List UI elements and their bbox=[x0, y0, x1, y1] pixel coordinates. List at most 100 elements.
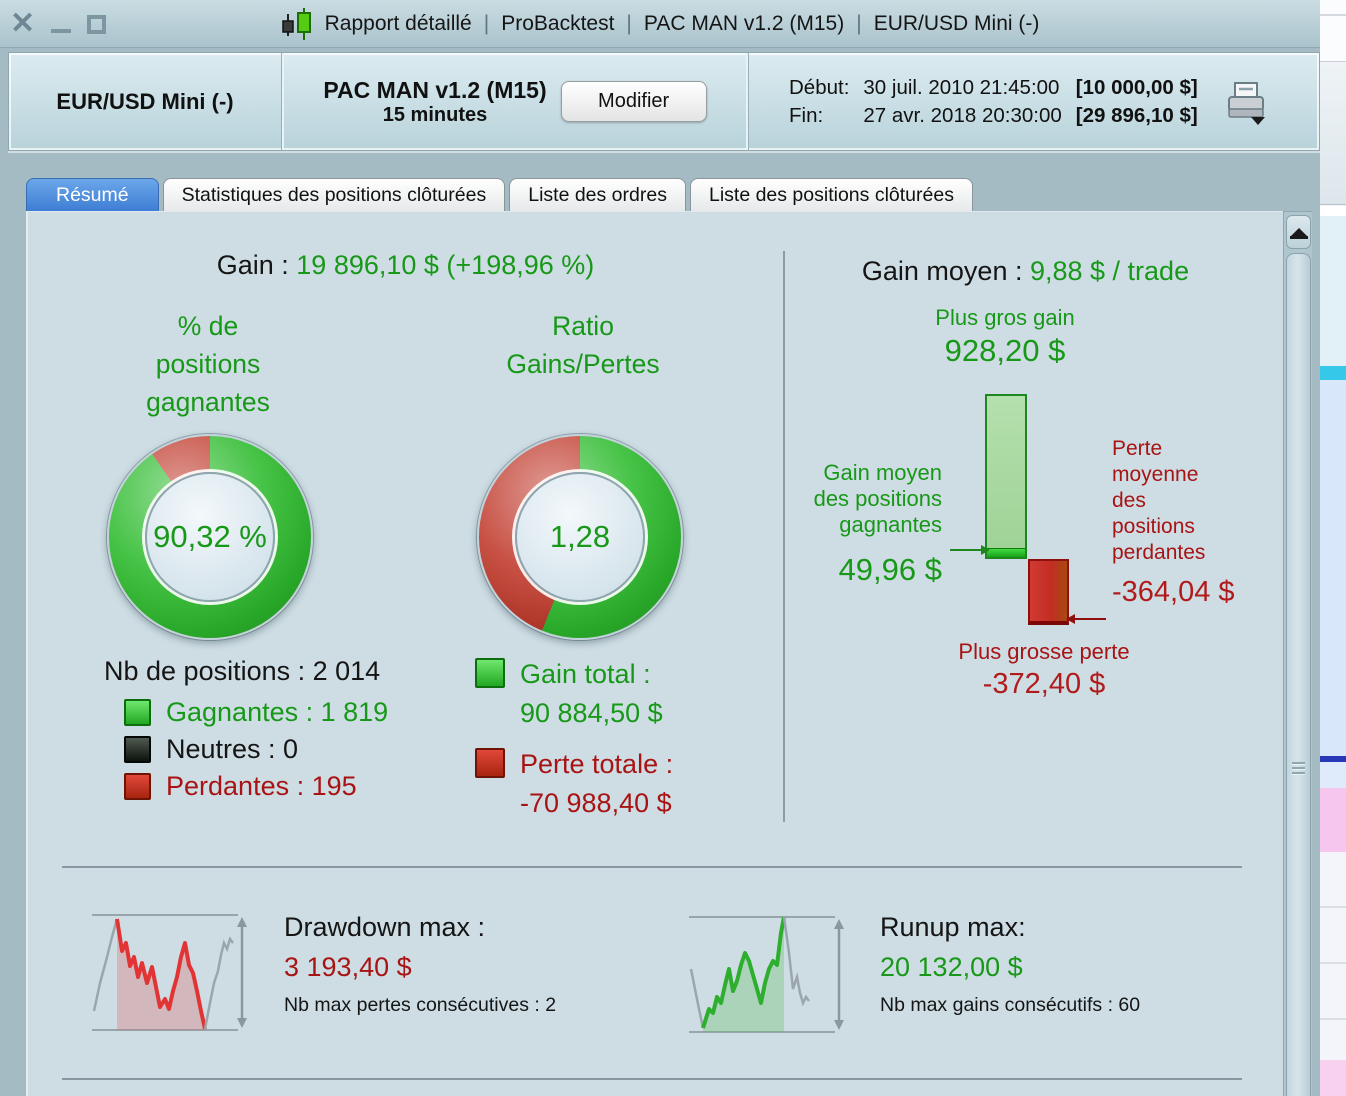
background-window-titlebar bbox=[1320, 0, 1346, 62]
horizontal-divider bbox=[62, 1078, 1242, 1080]
strategy-name: PAC MAN v1.2 (M15) 15 minutes bbox=[323, 77, 546, 127]
largest-gain-label: Plus gros gain bbox=[935, 305, 1075, 330]
scroll-up-button[interactable] bbox=[1286, 215, 1311, 249]
background-window-chart-area bbox=[1320, 380, 1346, 756]
background-window-pink-block bbox=[1320, 788, 1346, 852]
end-datetime: 27 avr. 2018 20:30:00 bbox=[863, 103, 1062, 127]
maximize-icon[interactable] bbox=[87, 14, 107, 34]
print-dropdown-icon[interactable] bbox=[1251, 117, 1265, 125]
instrument-name: EUR/USD Mini (-) bbox=[56, 88, 234, 114]
green-swatch-icon bbox=[124, 699, 151, 726]
legend-row-perdantes: Perdantes : 195 bbox=[124, 768, 388, 805]
gain-total-value: 90 884,50 $ bbox=[520, 698, 663, 728]
red-swatch-icon bbox=[124, 773, 151, 800]
winpct-title-line: % de bbox=[177, 311, 239, 341]
drawdown-consecutive-losses: Nb max pertes consécutives : 2 bbox=[284, 994, 557, 1016]
avg-loss-line: Perte bbox=[1112, 437, 1163, 460]
background-window-blue-line bbox=[1320, 756, 1346, 762]
ratio-title-line: Ratio bbox=[552, 311, 614, 341]
gain-loss-ratio-title: Ratio Gains/Pertes bbox=[443, 307, 723, 383]
runup-block: Runup max: 20 132,00 $ Nb max gains cons… bbox=[880, 912, 1140, 1017]
avg-gain-label: Gain moyen : bbox=[861, 256, 1030, 286]
gain-total: Gain total : 90 884,50 $ bbox=[520, 655, 663, 733]
ratio-value: 1,28 bbox=[549, 519, 611, 554]
scrollbar-thumb[interactable] bbox=[1286, 253, 1311, 1096]
legend-label: Neutres : 0 bbox=[166, 734, 299, 764]
gain-label: Gain : bbox=[216, 250, 297, 280]
neutral-swatch-icon bbox=[124, 736, 151, 763]
modify-button[interactable]: Modifier bbox=[560, 81, 707, 122]
title-separator: | bbox=[856, 11, 862, 35]
vertical-scrollbar[interactable] bbox=[1283, 211, 1312, 1096]
average-losing-loss-label: Perte moyenne des positions perdantes bbox=[1112, 436, 1272, 566]
background-window-line bbox=[1320, 14, 1346, 16]
average-gain-band bbox=[987, 548, 1025, 557]
drawdown-block: Drawdown max : 3 193,40 $ Nb max pertes … bbox=[284, 912, 556, 1017]
donut-center: 1,28 bbox=[515, 472, 645, 602]
perte-totale-swatch-icon bbox=[475, 748, 505, 778]
report-tabs: Résumé Statistiques des positions clôtur… bbox=[26, 178, 973, 212]
background-window-pink-bottom bbox=[1320, 1060, 1346, 1096]
end-label: Fin: bbox=[789, 103, 824, 127]
runup-consecutive-gains: Nb max gains consécutifs : 60 bbox=[880, 994, 1141, 1016]
average-gain-title: Gain moyen : 9,88 $ / trade bbox=[808, 256, 1243, 287]
period-cell: Début: 30 juil. 2010 21:45:00 [10 000,00… bbox=[749, 53, 1319, 150]
largest-loss-label: Plus grosse perte bbox=[958, 639, 1130, 664]
donut-center: 90,32 % bbox=[145, 472, 275, 602]
title-part: Rapport détaillé bbox=[324, 11, 472, 35]
background-window-strip bbox=[1320, 0, 1346, 1096]
avg-loss-line: moyenne bbox=[1112, 463, 1199, 486]
winpct-value: 90,32 % bbox=[153, 519, 267, 554]
background-window-gap bbox=[1320, 206, 1346, 216]
strategy-title: PAC MAN v1.2 (M15) bbox=[323, 76, 547, 103]
background-window-cyan-band bbox=[1320, 366, 1346, 380]
ratio-title-line: Gains/Pertes bbox=[506, 349, 660, 379]
average-gain-arrow-icon bbox=[950, 544, 990, 555]
winpct-title-line: positions bbox=[155, 349, 261, 379]
scroll-up-icon bbox=[1289, 228, 1308, 239]
gain-value: 19 896,10 $ (+198,96 %) bbox=[296, 250, 595, 280]
gain-loss-ratio-donut: 1,28 bbox=[477, 434, 683, 640]
title-separator: | bbox=[626, 11, 632, 35]
largest-gain-value: 928,20 $ bbox=[944, 333, 1066, 368]
window-titlebar: ✕ Rapport détaillé | ProBacktest | PAC M… bbox=[0, 0, 1320, 48]
title-part: ProBacktest bbox=[501, 11, 615, 35]
avg-loss-line: perdantes bbox=[1112, 541, 1206, 564]
title-part: PAC MAN v1.2 (M15) bbox=[643, 11, 845, 35]
tab-liste-ordres[interactable]: Liste des ordres bbox=[509, 178, 686, 212]
tab-liste-positions[interactable]: Liste des positions clôturées bbox=[689, 178, 973, 212]
start-capital: [10 000,00 $] bbox=[1075, 75, 1198, 99]
drawdown-value: 3 193,40 $ bbox=[284, 952, 412, 982]
avg-win-line: Gain moyen bbox=[823, 460, 942, 485]
perte-totale: Perte totale : -70 988,40 $ bbox=[520, 745, 673, 823]
avg-loss-line: positions bbox=[1112, 515, 1195, 538]
close-icon[interactable]: ✕ bbox=[10, 7, 36, 40]
positions-legend: Gagnantes : 1 819 Neutres : 0 Perdantes … bbox=[124, 694, 388, 805]
tab-statistiques[interactable]: Statistiques des positions clôturées bbox=[162, 178, 506, 212]
avg-win-line: gagnantes bbox=[839, 512, 942, 537]
background-window-chart-top bbox=[1320, 216, 1346, 366]
summary-panel: Gain : 19 896,10 $ (+198,96 %) % de posi… bbox=[26, 211, 1283, 1096]
largest-gain-bar bbox=[985, 394, 1027, 559]
tab-resume[interactable]: Résumé bbox=[26, 178, 159, 212]
strategy-timeframe: 15 minutes bbox=[382, 103, 488, 126]
vertical-divider bbox=[783, 251, 785, 822]
gain-total-swatch-icon bbox=[475, 658, 505, 688]
start-datetime: 30 juil. 2010 21:45:00 bbox=[863, 75, 1060, 99]
horizontal-divider bbox=[62, 866, 1242, 868]
minimize-icon[interactable] bbox=[51, 29, 72, 33]
legend-label: Gagnantes : 1 819 bbox=[166, 697, 389, 727]
legend-row-neutres: Neutres : 0 bbox=[124, 731, 388, 768]
print-button[interactable] bbox=[1227, 81, 1267, 127]
largest-loss-value: -372,40 $ bbox=[982, 668, 1106, 700]
avg-loss-line: des bbox=[1112, 489, 1146, 512]
runup-value: 20 132,00 $ bbox=[880, 952, 1023, 982]
average-winning-gain-value: 49,96 $ bbox=[838, 552, 942, 587]
background-window-panel bbox=[1320, 63, 1346, 205]
title-separator: | bbox=[483, 11, 490, 35]
runup-label: Runup max: bbox=[880, 912, 1026, 942]
avg-win-line: des positions bbox=[813, 486, 942, 511]
strategy-cell: PAC MAN v1.2 (M15) 15 minutes Modifier bbox=[281, 53, 749, 150]
end-capital: [29 896,10 $] bbox=[1075, 103, 1198, 127]
window-controls: ✕ bbox=[10, 0, 107, 48]
